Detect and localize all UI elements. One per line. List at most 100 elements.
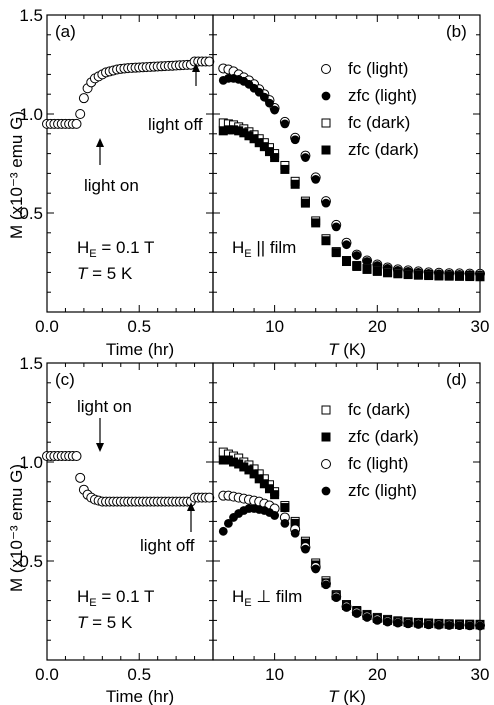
data-point <box>372 266 382 276</box>
y-tick-label: 0.5 <box>19 204 43 223</box>
x-axis-title-c: Time (hr) <box>106 687 174 705</box>
data-point <box>383 268 393 278</box>
data-point <box>75 472 86 483</box>
data-point <box>204 492 215 503</box>
annotation-temp-c: T = 5 K <box>77 613 133 632</box>
data-point <box>290 179 300 189</box>
data-point <box>331 248 341 258</box>
panel-c: 0.0 0.5 0.5 1.0 1.5 (c) <box>19 354 215 684</box>
y-tick-label: 1.5 <box>19 354 43 373</box>
x-tick-label: 20 <box>368 665 387 684</box>
data-point <box>342 603 351 612</box>
legend-marker <box>321 91 331 101</box>
data-point <box>300 198 310 208</box>
x-tick-label: 0.5 <box>127 317 151 336</box>
data-point <box>78 93 89 104</box>
panel-b: 10 20 30 (b) fc (light) zfc (light) fc (dark) z… <box>212 14 490 336</box>
x-axis-title-d: T (K) <box>328 687 366 705</box>
data-point <box>290 528 300 538</box>
plot-frame <box>212 362 481 661</box>
data-point <box>372 616 382 625</box>
data-point <box>259 479 269 489</box>
y-axis-title-bottom: M (x10⁻³ emu G) <box>7 464 26 592</box>
data-point <box>264 147 274 157</box>
data-point <box>424 620 434 630</box>
data-point <box>434 271 444 281</box>
panel-d: 10 20 30 (d) fc (dark) zfc (dark) fc (light) zf… <box>212 362 490 684</box>
legend-entry: fc (dark) <box>348 400 410 419</box>
y-axis-title-top: M (x10⁻³ emu G) <box>7 111 26 239</box>
data-point <box>290 135 300 145</box>
x-tick-label: 30 <box>471 317 490 336</box>
legend-entry: fc (light) <box>348 454 408 473</box>
data-point <box>254 474 264 484</box>
data-point <box>218 526 228 536</box>
data-point <box>475 272 485 282</box>
data-point <box>71 118 82 129</box>
panel-label: (c) <box>55 370 75 389</box>
data-point <box>403 270 413 280</box>
legend-entry: zfc (light) <box>348 481 417 500</box>
data-point <box>362 264 372 274</box>
annotation-light-on-a: light on <box>84 176 139 195</box>
data-point <box>270 490 280 500</box>
data-point <box>280 119 290 129</box>
annotation-light-off-a: light off <box>148 115 203 134</box>
legend-entry: fc (dark) <box>348 113 410 132</box>
arrowhead-light-off-c <box>187 502 195 511</box>
legend-marker <box>321 405 331 415</box>
data-point <box>434 620 444 630</box>
legend-marker <box>321 432 331 442</box>
x-axis-title-a: Time (hr) <box>106 340 174 359</box>
y-tick-label: 0.5 <box>19 552 43 571</box>
data-point <box>424 271 434 281</box>
legend-entry: fc (light) <box>348 59 408 78</box>
annotation-light-off-c: light off <box>140 536 195 555</box>
data-point <box>352 261 362 271</box>
x-tick-label: 30 <box>471 665 490 684</box>
panel-label: (b) <box>446 22 467 41</box>
data-point <box>265 98 274 108</box>
data-point <box>403 619 413 629</box>
data-point <box>71 451 82 462</box>
legend-entry: zfc (dark) <box>348 427 419 446</box>
data-point <box>249 469 259 479</box>
annotation-field-orientation-b: HE || film <box>232 238 296 260</box>
data-point <box>280 164 290 174</box>
x-tick-label: 0.5 <box>127 665 151 684</box>
x-axis-title-b: T (K) <box>328 340 366 359</box>
legend-entry: zfc (light) <box>348 86 417 105</box>
data-point <box>383 617 392 627</box>
annotation-field-a: HE = 0.1 T <box>77 238 154 260</box>
data-point <box>475 621 485 631</box>
data-point <box>393 269 403 279</box>
legend-marker <box>321 459 331 469</box>
data-point <box>413 270 423 280</box>
data-point <box>259 92 269 102</box>
arrowhead-light-off-a <box>192 63 200 72</box>
legend-marker <box>321 64 331 74</box>
data-point <box>331 222 341 232</box>
legend-marker <box>321 145 331 155</box>
x-tick-label: 10 <box>265 665 284 684</box>
data-point <box>311 174 321 184</box>
data-point <box>280 503 290 513</box>
data-point <box>311 564 321 574</box>
data-point <box>342 240 351 250</box>
data-point <box>321 236 331 246</box>
data-point <box>259 142 269 152</box>
data-point <box>352 609 362 618</box>
y-tick-label: 1.0 <box>19 453 43 472</box>
arrowhead-light-on-a <box>96 138 104 147</box>
data-point <box>224 518 233 528</box>
annotation-light-on-c: light on <box>77 397 132 416</box>
data-point <box>413 619 423 629</box>
data-point <box>270 105 280 115</box>
data-point <box>270 511 280 520</box>
data-point <box>301 544 310 554</box>
x-tick-label: 0.0 <box>35 317 59 336</box>
legend-marker <box>321 486 331 496</box>
data-point <box>270 153 280 163</box>
data-point <box>352 251 362 260</box>
data-point <box>280 518 290 528</box>
